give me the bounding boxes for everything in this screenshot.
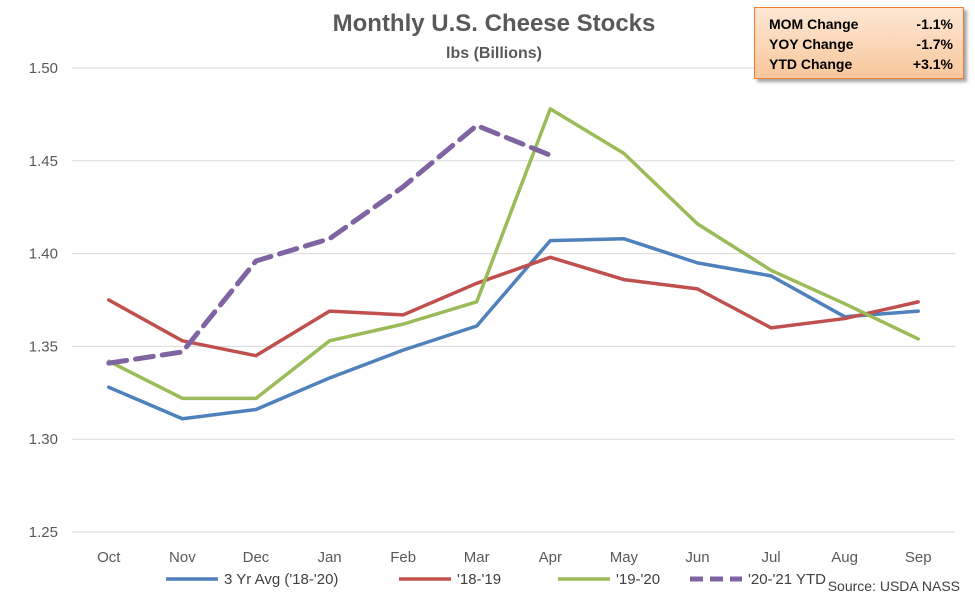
- legend-item: '20-'21 YTD: [690, 571, 826, 588]
- series-line-1: [107, 255, 920, 358]
- x-tick-label: Sep: [905, 549, 932, 566]
- y-tick-label: 1.50: [29, 60, 58, 77]
- x-tick-label: Jul: [761, 549, 780, 566]
- legend-item: '18-'19: [399, 571, 501, 588]
- y-axis-ticks: 1.25 1.30 1.35 1.40 1.45 1.50: [29, 60, 58, 541]
- stat-value: +3.1%: [912, 56, 953, 72]
- x-tick-label: Nov: [169, 549, 196, 566]
- stat-row-yoy: YOY Change -1.7%: [769, 36, 953, 56]
- legend-label: 3 Yr Avg ('18-'20): [224, 571, 338, 588]
- x-tick-label: Feb: [390, 549, 416, 566]
- x-tick-label: Jan: [317, 549, 341, 566]
- x-tick-label: Oct: [97, 549, 121, 566]
- chart-subtitle: lbs (Billions): [446, 45, 542, 62]
- x-tick-label: Mar: [464, 549, 490, 566]
- legend-item: '19-'20: [558, 571, 660, 588]
- chart-title: Monthly U.S. Cheese Stocks: [333, 10, 656, 37]
- legend: 3 Yr Avg ('18-'20) '18-'19 '19-'20 '20-'21 …: [166, 571, 826, 588]
- gridlines: [72, 67, 955, 533]
- stat-value: -1.7%: [916, 36, 953, 52]
- x-tick-label: Apr: [539, 549, 562, 566]
- y-tick-label: 1.40: [29, 246, 58, 263]
- stat-row-ytd: YTD Change +3.1%: [769, 56, 953, 76]
- legend-label: '20-'21 YTD: [748, 571, 826, 588]
- stat-row-mom: MOM Change -1.1%: [769, 16, 953, 36]
- series-line-0: [107, 237, 920, 421]
- y-tick-label: 1.35: [29, 338, 58, 355]
- x-tick-label: Dec: [243, 549, 270, 566]
- stat-label: MOM Change: [769, 16, 859, 32]
- legend-label: '18-'19: [457, 571, 501, 588]
- y-tick-label: 1.25: [29, 524, 58, 541]
- y-tick-label: 1.30: [29, 431, 58, 448]
- legend-item: 3 Yr Avg ('18-'20): [166, 571, 338, 588]
- x-tick-label: May: [610, 549, 639, 566]
- legend-label: '19-'20: [616, 571, 660, 588]
- x-axis-ticks: Oct Nov Dec Jan Feb Mar Apr May Jun Jul Aug Sep: [97, 549, 931, 566]
- series-line-2: [107, 107, 920, 401]
- y-tick-label: 1.45: [29, 153, 58, 170]
- change-stats-box: MOM Change -1.1% YOY Change -1.7% YTD Ch…: [754, 7, 964, 79]
- stat-value: -1.1%: [916, 16, 953, 32]
- source-note: Source: USDA NASS: [828, 578, 960, 594]
- stat-label: YTD Change: [769, 56, 853, 72]
- series-lines: [106, 107, 920, 421]
- x-tick-label: Aug: [831, 549, 858, 566]
- x-tick-label: Jun: [685, 549, 709, 566]
- stat-label: YOY Change: [769, 36, 854, 52]
- series-line-3: [106, 123, 553, 366]
